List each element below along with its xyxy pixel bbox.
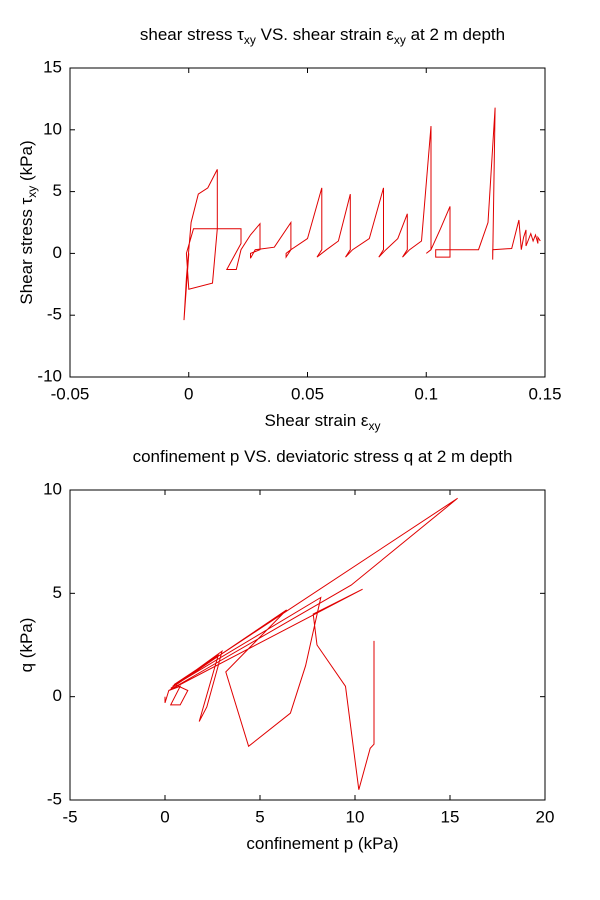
y-axis-label-part: (kPa): [17, 140, 36, 185]
x-tick-label: -5: [62, 807, 77, 826]
x-tick-label: 0.1: [414, 384, 438, 403]
chart-title-part: VS. shear strain ε: [256, 25, 394, 44]
y-tick-label: 0: [53, 686, 62, 705]
x-tick-label: 0: [160, 807, 169, 826]
y-axis-label: q (kPa): [17, 618, 36, 673]
chart-title-part: at 2 m depth: [406, 25, 505, 44]
chart-title-part: confinement p VS. deviatoric stress q at…: [133, 447, 513, 466]
y-axis-label-part: Shear stress τ: [17, 197, 36, 304]
y-tick-label: 5: [53, 181, 62, 200]
chart-title-part: xy: [394, 33, 406, 47]
y-tick-label: 5: [53, 583, 62, 602]
x-tick-label: 20: [536, 807, 555, 826]
chart-title: shear stress τxy VS. shear strain εxy at…: [140, 25, 505, 47]
y-tick-label: -5: [47, 789, 62, 808]
plot-area: [69, 489, 546, 801]
y-axis-label-part: q (kPa): [17, 618, 36, 673]
x-axis-label: confinement p (kPa): [246, 834, 398, 853]
chart-title-part: shear stress τ: [140, 25, 244, 44]
y-tick-label: 15: [43, 57, 62, 76]
x-tick-label: -0.05: [51, 384, 90, 403]
plot-area: [69, 67, 546, 378]
y-tick-label: 10: [43, 479, 62, 498]
y-tick-label: -10: [37, 366, 62, 385]
y-tick-label: -5: [47, 305, 62, 324]
chart-title-part: xy: [244, 33, 256, 47]
y-tick-label: 0: [53, 243, 62, 262]
x-tick-label: 5: [255, 807, 264, 826]
x-tick-label: 15: [441, 807, 460, 826]
y-axis-label-part: xy: [25, 186, 39, 198]
x-axis-label-part: xy: [368, 419, 380, 433]
x-axis-label-part: Shear strain ε: [265, 411, 369, 430]
data-line: [183, 107, 541, 321]
x-tick-label: 10: [346, 807, 365, 826]
x-axis-label: Shear strain εxy: [265, 411, 381, 433]
chart-title: confinement p VS. deviatoric stress q at…: [133, 447, 513, 466]
x-axis-label-part: confinement p (kPa): [246, 834, 398, 853]
x-tick-label: 0.15: [528, 384, 561, 403]
x-tick-label: 0.05: [291, 384, 324, 403]
data-line: [164, 497, 458, 790]
y-axis-label: Shear stress τxy (kPa): [17, 140, 39, 304]
x-tick-label: 0: [184, 384, 193, 403]
y-tick-label: 10: [43, 119, 62, 138]
